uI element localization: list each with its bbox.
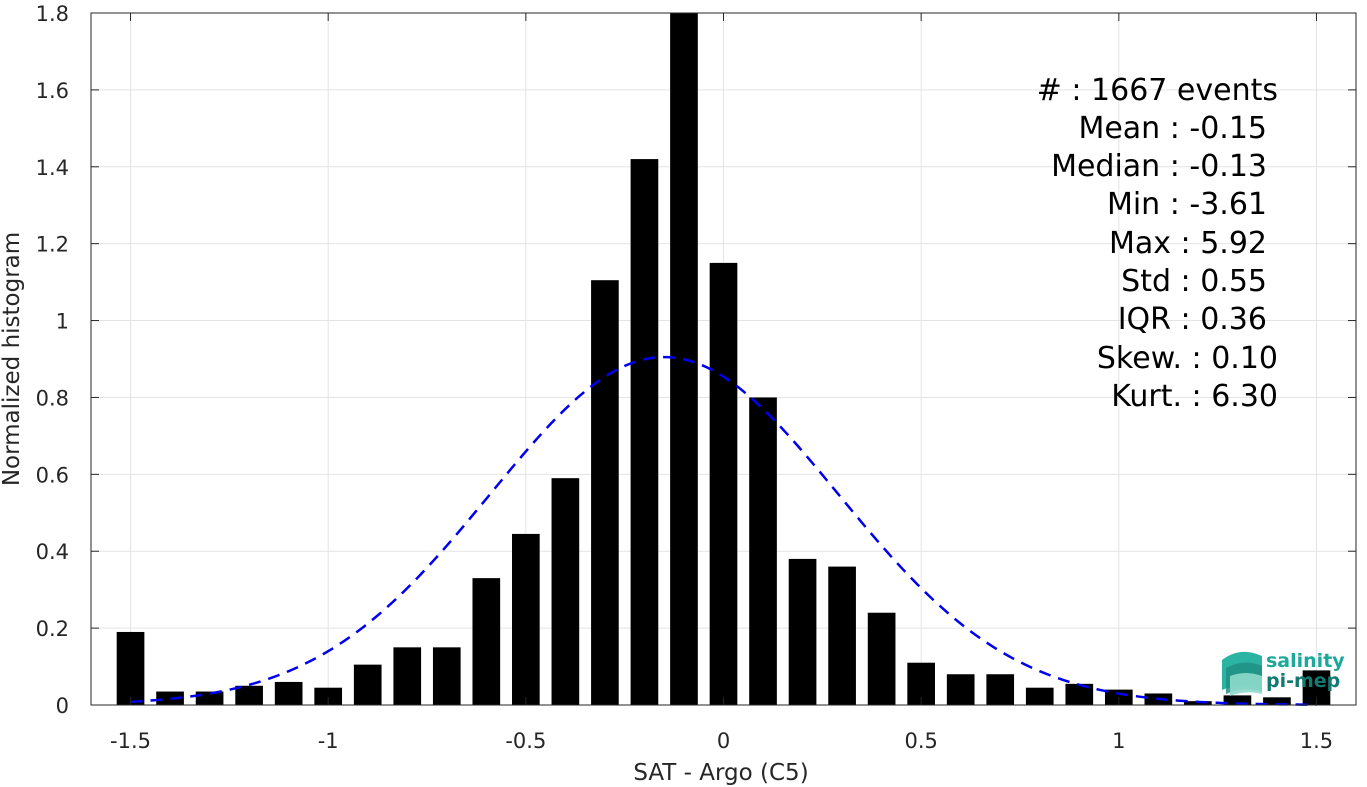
histogram-bar <box>1025 687 1054 705</box>
stat-max: Max : 5.92 <box>1109 226 1267 261</box>
stat-events: # : 1667 events <box>1037 73 1278 108</box>
histogram-bar <box>551 478 580 705</box>
x-tick-label: -1.5 <box>110 729 151 753</box>
y-axis-label: Normalized histogram <box>0 232 25 486</box>
histogram-bar <box>195 691 224 705</box>
histogram-bar <box>867 612 896 705</box>
y-tick-label: 1.8 <box>36 2 69 26</box>
stat-iqr: IQR : 0.36 <box>1118 302 1267 337</box>
histogram-bar <box>156 691 184 705</box>
y-tick-label: 0.2 <box>36 617 69 641</box>
histogram-bar <box>591 280 619 705</box>
statistics-annotation: # : 1667 events Mean : -0.15 Median : -0… <box>1037 73 1278 414</box>
y-tick-label: 0.8 <box>36 386 69 410</box>
histogram-bar <box>512 533 540 705</box>
stat-kurt: Kurt. : 6.30 <box>1111 379 1278 414</box>
histogram-bars <box>116 13 1331 706</box>
logo-text-pi-mep: pi-mep <box>1266 670 1340 692</box>
salinity-pi-mep-logo: salinity pi-mep <box>1222 650 1345 696</box>
stat-median: Median : -0.13 <box>1051 149 1267 184</box>
histogram-bar <box>788 558 817 705</box>
histogram-bar <box>472 578 501 705</box>
x-axis-label: SAT - Argo (C5) <box>633 760 808 786</box>
x-tick-label: 0 <box>717 729 730 753</box>
histogram-bar <box>630 159 659 706</box>
stat-skew: Skew. : 0.10 <box>1097 341 1278 376</box>
histogram-bar <box>946 674 975 705</box>
y-tick-label: 1 <box>56 310 69 334</box>
histogram-bar <box>353 664 382 705</box>
y-tick-label: 1.4 <box>36 156 69 180</box>
x-tick-label: 0.5 <box>904 729 937 753</box>
histogram-bar <box>828 566 856 705</box>
histogram-bar <box>1263 697 1291 705</box>
histogram-bar <box>432 647 461 705</box>
histogram-bar <box>709 262 738 705</box>
histogram-bar <box>749 397 777 705</box>
y-tick-label: 1.2 <box>36 233 69 257</box>
stat-min: Min : -3.61 <box>1107 187 1267 222</box>
y-tick-label: 0.6 <box>36 463 69 487</box>
histogram-bar <box>986 674 1015 705</box>
x-tick-label: 1 <box>1112 729 1125 753</box>
histogram-bar <box>274 681 303 705</box>
x-tick-label: 1.5 <box>1300 729 1333 753</box>
stat-std: Std : 0.55 <box>1121 264 1267 299</box>
histogram-bar <box>1065 683 1094 705</box>
wave-logo-icon <box>1222 651 1262 696</box>
gaussian-fit-curve <box>130 355 1317 706</box>
histogram-bar <box>393 647 422 705</box>
histogram-bar <box>314 687 343 705</box>
x-tick-label: -1 <box>318 729 339 753</box>
histogram-bar <box>1223 695 1252 705</box>
histogram-bar <box>116 631 145 705</box>
y-tick-label: 1.6 <box>36 79 69 103</box>
x-tick-label: -0.5 <box>505 729 546 753</box>
x-axis-ticks: -1.5 -1 -0.5 0 0.5 1 1.5 <box>110 13 1333 753</box>
y-axis-ticks: 0 0.2 0.4 0.6 0.8 1 1.2 1.4 1.6 1.8 <box>36 2 1356 718</box>
y-tick-label: 0 <box>56 694 69 718</box>
logo-text-salinity: salinity <box>1266 650 1345 672</box>
stat-mean: Mean : -0.15 <box>1078 111 1267 146</box>
y-tick-label: 0.4 <box>36 540 69 564</box>
histogram-bar <box>235 685 263 705</box>
